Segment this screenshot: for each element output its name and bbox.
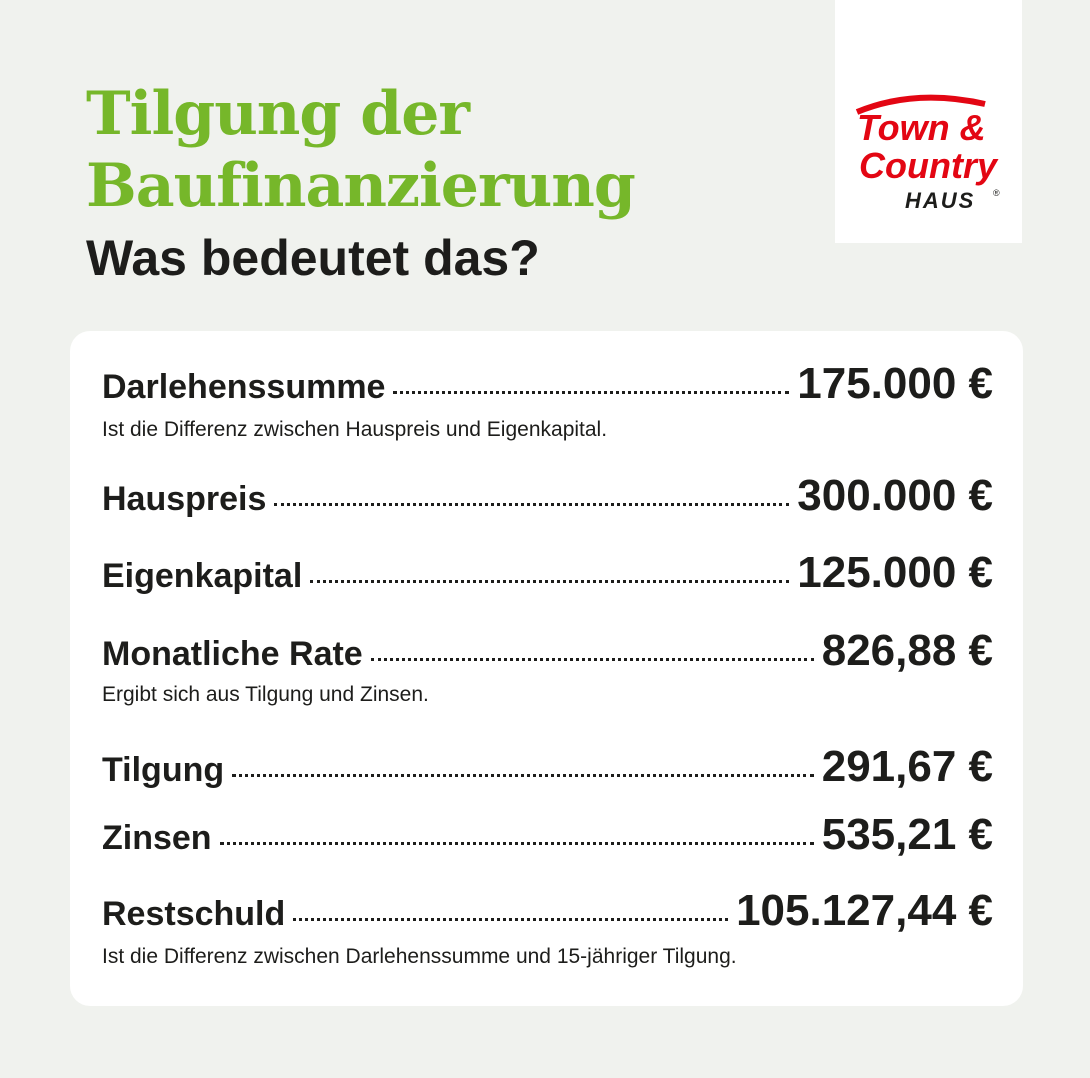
row-value: 105.127,44 € [736, 886, 993, 935]
row-zinsen: Zinsen 535,21 € [102, 810, 993, 860]
logo-line-2: Country [859, 145, 999, 186]
row-value: 175.000 € [797, 359, 993, 408]
row-label: Monatliche Rate [102, 635, 363, 673]
financing-card: Darlehenssumme 175.000 € Ist die Differe… [70, 331, 1023, 1006]
dotted-leader [219, 842, 814, 845]
town-country-logo: Town & Country HAUS ® [835, 0, 1022, 243]
row-hauspreis: Hauspreis 300.000 € [102, 471, 993, 521]
row-label: Darlehenssumme [102, 368, 386, 406]
dotted-leader [274, 503, 790, 506]
row-value: 291,67 € [821, 742, 993, 791]
dotted-leader [370, 658, 814, 661]
logo-line-3: HAUS [905, 188, 975, 213]
row-value: 300.000 € [797, 471, 993, 520]
row-restschuld: Restschuld 105.127,44 € [102, 886, 993, 936]
dotted-leader [232, 774, 814, 777]
page-subtitle: Was bedeutet das? [86, 230, 540, 286]
row-note: Ist die Differenz zwischen Hauspreis und… [102, 418, 608, 441]
row-note: Ergibt sich aus Tilgung und Zinsen. [102, 683, 429, 706]
row-darlehenssumme: Darlehenssumme 175.000 € [102, 359, 993, 409]
page-title: Tilgung der Baufinanzierung [86, 78, 636, 222]
dotted-leader [393, 391, 790, 394]
title-line-1: Tilgung der [86, 79, 470, 149]
row-label: Hauspreis [102, 480, 267, 518]
row-label: Tilgung [102, 751, 225, 789]
registered-mark: ® [993, 188, 1000, 198]
dotted-leader [293, 918, 729, 921]
row-value: 125.000 € [797, 548, 993, 597]
title-line-2: Baufinanzierung [86, 151, 636, 221]
row-tilgung: Tilgung 291,67 € [102, 742, 993, 792]
row-label: Zinsen [102, 819, 212, 857]
row-label: Restschuld [102, 895, 286, 933]
row-value: 826,88 € [821, 626, 993, 675]
logo-line-1: Town & [857, 107, 986, 148]
row-monatliche-rate: Monatliche Rate 826,88 € [102, 626, 993, 676]
row-eigenkapital: Eigenkapital 125.000 € [102, 548, 993, 598]
row-note: Ist die Differenz zwischen Darlehenssumm… [102, 945, 737, 968]
row-value: 535,21 € [821, 810, 993, 859]
row-label: Eigenkapital [102, 557, 303, 595]
dotted-leader [310, 580, 790, 583]
